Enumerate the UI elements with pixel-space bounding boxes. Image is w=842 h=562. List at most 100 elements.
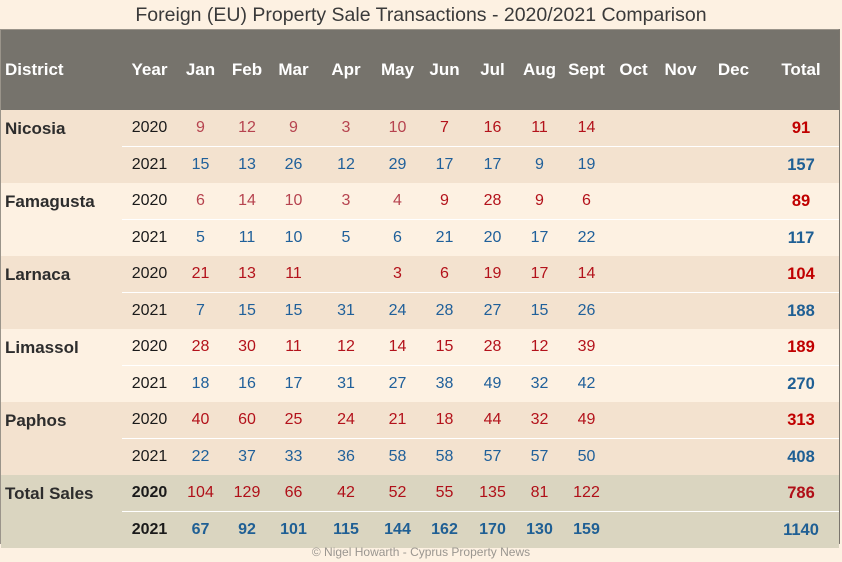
row-total-cell: 157 bbox=[763, 146, 839, 183]
month-value-cell: 13 bbox=[224, 146, 270, 183]
month-value-cell: 9 bbox=[420, 183, 469, 220]
month-value-cell: 15 bbox=[224, 292, 270, 329]
month-value-cell: 17 bbox=[270, 365, 317, 402]
table-row: 2021 5 11 10 5 6 21 20 17 22 117 bbox=[1, 219, 839, 256]
month-value-cell bbox=[317, 256, 375, 293]
year-cell: 2021 bbox=[122, 511, 177, 548]
month-value-cell bbox=[704, 438, 763, 475]
month-value-cell: 6 bbox=[563, 183, 610, 220]
district-name: Larnaca bbox=[1, 256, 122, 329]
month-value-cell: 30 bbox=[224, 329, 270, 366]
month-value-cell: 32 bbox=[516, 365, 563, 402]
month-value-cell: 19 bbox=[563, 146, 610, 183]
month-value-cell: 28 bbox=[420, 292, 469, 329]
month-value-cell: 16 bbox=[469, 110, 516, 147]
table-row: 2021 67 92 101 115 144 162 170 130 159 1140 bbox=[1, 511, 839, 548]
month-value-cell: 6 bbox=[177, 183, 224, 220]
month-value-cell: 12 bbox=[317, 329, 375, 366]
month-value-cell: 22 bbox=[177, 438, 224, 475]
column-header: Sept bbox=[563, 30, 610, 110]
month-value-cell bbox=[610, 183, 657, 220]
month-value-cell: 115 bbox=[317, 511, 375, 548]
month-value-cell: 81 bbox=[516, 475, 563, 512]
month-value-cell: 104 bbox=[177, 475, 224, 512]
month-value-cell: 17 bbox=[516, 256, 563, 293]
district-name: Total Sales bbox=[1, 475, 122, 548]
month-value-cell: 29 bbox=[375, 146, 420, 183]
column-header: Nov bbox=[657, 30, 704, 110]
month-value-cell bbox=[704, 292, 763, 329]
column-header: Aug bbox=[516, 30, 563, 110]
month-value-cell: 52 bbox=[375, 475, 420, 512]
month-value-cell: 4 bbox=[375, 183, 420, 220]
row-total-cell: 1140 bbox=[763, 511, 839, 548]
month-value-cell: 42 bbox=[563, 365, 610, 402]
month-value-cell: 9 bbox=[516, 146, 563, 183]
month-value-cell bbox=[610, 511, 657, 548]
month-value-cell bbox=[610, 146, 657, 183]
month-value-cell: 101 bbox=[270, 511, 317, 548]
copyright-footer: © Nigel Howarth - Cyprus Property News bbox=[311, 545, 531, 559]
month-value-cell: 31 bbox=[317, 292, 375, 329]
month-value-cell: 50 bbox=[563, 438, 610, 475]
column-header: Year bbox=[122, 30, 177, 110]
month-value-cell: 20 bbox=[469, 219, 516, 256]
month-value-cell: 39 bbox=[563, 329, 610, 366]
month-value-cell: 162 bbox=[420, 511, 469, 548]
month-value-cell: 6 bbox=[375, 219, 420, 256]
month-value-cell: 170 bbox=[469, 511, 516, 548]
month-value-cell: 31 bbox=[317, 365, 375, 402]
month-value-cell: 28 bbox=[177, 329, 224, 366]
month-value-cell bbox=[704, 183, 763, 220]
month-value-cell: 57 bbox=[516, 438, 563, 475]
month-value-cell bbox=[610, 219, 657, 256]
year-cell: 2020 bbox=[122, 256, 177, 293]
month-value-cell: 9 bbox=[177, 110, 224, 147]
year-cell: 2021 bbox=[122, 438, 177, 475]
month-value-cell: 40 bbox=[177, 402, 224, 439]
month-value-cell: 60 bbox=[224, 402, 270, 439]
month-value-cell: 9 bbox=[516, 183, 563, 220]
month-value-cell: 122 bbox=[563, 475, 610, 512]
month-value-cell: 10 bbox=[375, 110, 420, 147]
month-value-cell: 36 bbox=[317, 438, 375, 475]
column-header: Feb bbox=[224, 30, 270, 110]
month-value-cell bbox=[610, 402, 657, 439]
month-value-cell bbox=[704, 110, 763, 147]
month-value-cell: 12 bbox=[224, 110, 270, 147]
year-cell: 2020 bbox=[122, 329, 177, 366]
table-row: 2021 22 37 33 36 58 58 57 57 50 408 bbox=[1, 438, 839, 475]
month-value-cell: 58 bbox=[420, 438, 469, 475]
month-value-cell: 21 bbox=[420, 219, 469, 256]
month-value-cell: 22 bbox=[563, 219, 610, 256]
month-value-cell: 55 bbox=[420, 475, 469, 512]
column-header: District bbox=[1, 30, 122, 110]
month-value-cell: 15 bbox=[177, 146, 224, 183]
year-cell: 2020 bbox=[122, 183, 177, 220]
month-value-cell: 24 bbox=[317, 402, 375, 439]
month-value-cell: 11 bbox=[270, 256, 317, 293]
year-cell: 2021 bbox=[122, 292, 177, 329]
row-total-cell: 408 bbox=[763, 438, 839, 475]
month-value-cell bbox=[704, 475, 763, 512]
month-value-cell: 15 bbox=[420, 329, 469, 366]
page-title: Foreign (EU) Property Sale Transactions … bbox=[135, 4, 707, 26]
table-row: 2021 15 13 26 12 29 17 17 9 19 157 bbox=[1, 146, 839, 183]
row-total-cell: 117 bbox=[763, 219, 839, 256]
table-row: Larnaca 2020 21 13 11 3 6 19 17 14 104 bbox=[1, 256, 839, 329]
month-value-cell: 24 bbox=[375, 292, 420, 329]
month-value-cell: 7 bbox=[177, 292, 224, 329]
column-header: May bbox=[375, 30, 420, 110]
table-row: 2021 18 16 17 31 27 38 49 32 42 270 bbox=[1, 365, 839, 402]
year-cell: 2020 bbox=[122, 402, 177, 439]
month-value-cell: 3 bbox=[375, 256, 420, 293]
month-value-cell bbox=[610, 329, 657, 366]
month-value-cell: 15 bbox=[270, 292, 317, 329]
column-header: Dec bbox=[704, 30, 763, 110]
month-value-cell: 32 bbox=[516, 402, 563, 439]
month-value-cell: 144 bbox=[375, 511, 420, 548]
month-value-cell: 12 bbox=[516, 329, 563, 366]
month-value-cell: 7 bbox=[420, 110, 469, 147]
month-value-cell bbox=[657, 110, 704, 147]
month-value-cell bbox=[704, 219, 763, 256]
